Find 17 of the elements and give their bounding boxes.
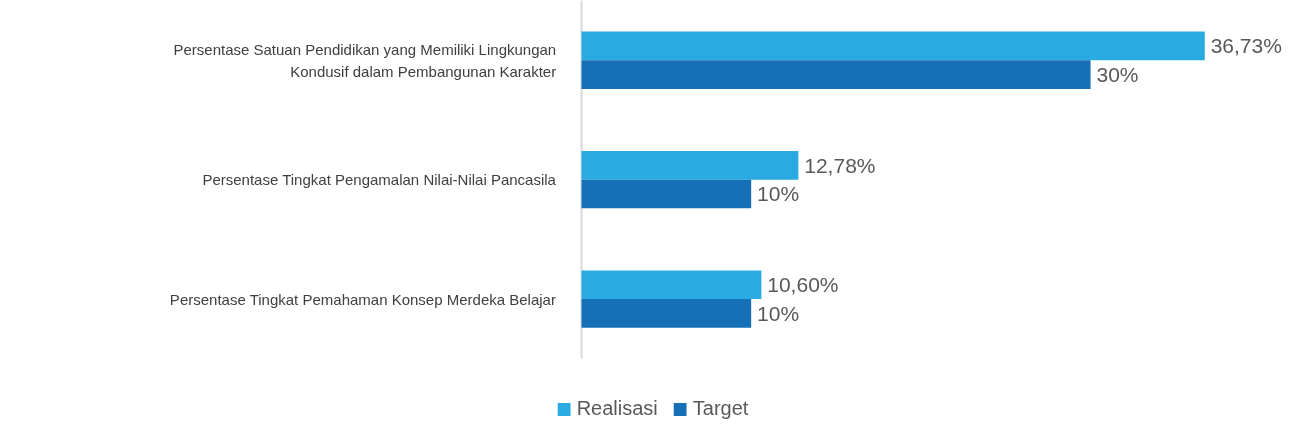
bar	[581, 270, 762, 300]
y-tick-label: Persentase Tingkat Pemahaman Konsep Merdeka Belajar	[169, 290, 556, 308]
data-label: 36,73%	[1210, 34, 1282, 58]
legend-label: Realisasi	[576, 397, 658, 420]
bar	[581, 299, 752, 328]
bar	[581, 179, 752, 209]
bar	[581, 31, 1205, 61]
y-tick-label: Persentase Satuan Pendidikan yang Memiliki Lingkungan Kondusif dalam Pembangunan Karakter	[173, 40, 557, 80]
legend-label: Target	[692, 397, 749, 420]
y-tick-label: Persentase Tingkat Pengamalan Nilai-Nilai Pancasila	[202, 171, 557, 189]
bar	[581, 150, 799, 180]
data-label: 10%	[757, 182, 800, 206]
data-label: 30%	[1096, 63, 1139, 87]
data-label: 12,78%	[804, 153, 876, 177]
data-label: 10,60%	[767, 273, 839, 297]
data-label: 10%	[757, 301, 800, 325]
bar	[581, 60, 1091, 89]
